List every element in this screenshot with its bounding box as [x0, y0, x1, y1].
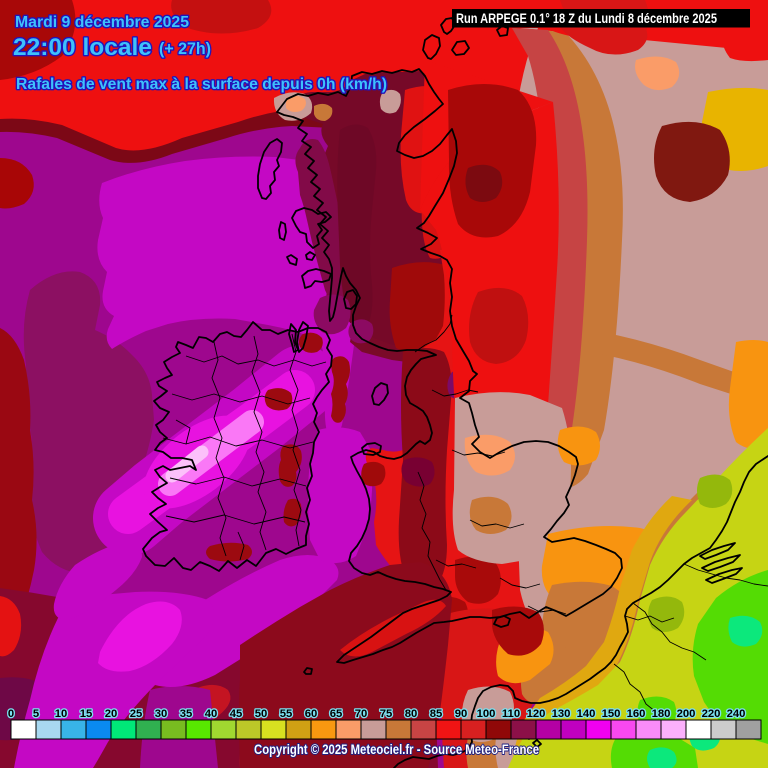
svg-text:35: 35 [180, 708, 193, 720]
svg-text:200: 200 [677, 708, 696, 720]
svg-text:60: 60 [305, 708, 318, 720]
svg-text:80: 80 [405, 708, 418, 720]
svg-text:15: 15 [80, 708, 93, 720]
svg-text:120: 120 [527, 708, 546, 720]
svg-text:100: 100 [477, 708, 496, 720]
svg-text:Mardi 9 décembre 2025: Mardi 9 décembre 2025 [15, 14, 189, 31]
svg-text:Run ARPEGE 0.1° 18 Z du Lundi: Run ARPEGE 0.1° 18 Z du Lundi 8 décembre… [456, 11, 717, 26]
svg-text:140: 140 [577, 708, 596, 720]
svg-text:240: 240 [727, 708, 746, 720]
svg-text:130: 130 [552, 708, 571, 720]
svg-text:5: 5 [33, 708, 39, 720]
svg-text:110: 110 [502, 708, 520, 720]
svg-text:10: 10 [55, 708, 68, 720]
svg-text:20: 20 [105, 708, 118, 720]
svg-text:180: 180 [652, 708, 671, 720]
svg-text:22:00 locale: 22:00 locale [13, 34, 152, 61]
svg-text:75: 75 [380, 708, 393, 720]
svg-text:150: 150 [602, 708, 621, 720]
svg-text:90: 90 [455, 708, 468, 720]
svg-text:0: 0 [8, 708, 14, 720]
svg-text:Rafales de vent max à la surfa: Rafales de vent max à la surface depuis … [16, 76, 387, 93]
svg-text:50: 50 [255, 708, 268, 720]
svg-text:25: 25 [130, 708, 143, 720]
svg-text:65: 65 [330, 708, 343, 720]
svg-text:55: 55 [280, 708, 293, 720]
svg-text:40: 40 [205, 708, 218, 720]
svg-text:70: 70 [355, 708, 368, 720]
svg-text:85: 85 [430, 708, 443, 720]
svg-text:(+ 27h): (+ 27h) [159, 39, 211, 58]
svg-text:45: 45 [230, 708, 243, 720]
svg-text:30: 30 [155, 708, 168, 720]
svg-text:160: 160 [627, 708, 646, 720]
svg-text:Copyright © 2025 Meteociel.fr: Copyright © 2025 Meteociel.fr - Source M… [254, 742, 539, 757]
svg-text:220: 220 [702, 708, 721, 720]
